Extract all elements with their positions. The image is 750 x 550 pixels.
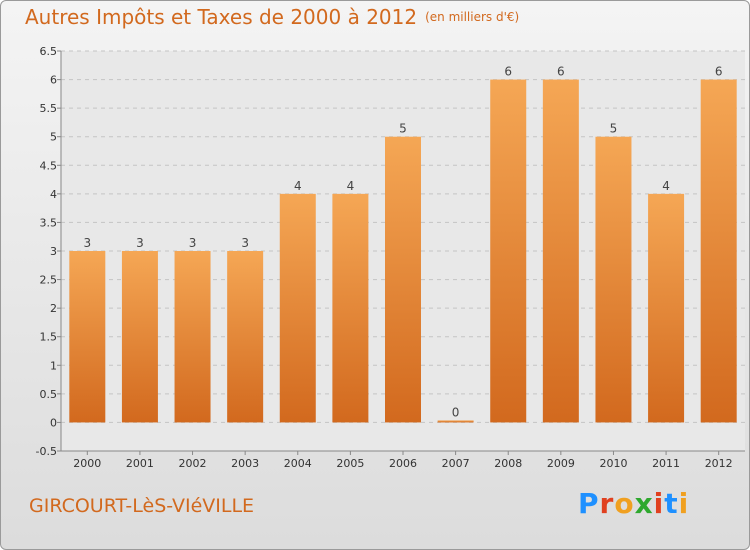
data-label: 4 xyxy=(294,179,302,193)
y-tick-label: 5 xyxy=(50,131,57,144)
commune-name: GIRCOURT-LèS-VIéVILLE xyxy=(29,495,255,517)
data-label: 6 xyxy=(715,65,723,79)
bar xyxy=(490,79,527,423)
y-tick-label: 1.5 xyxy=(40,331,58,344)
brand-letter: P xyxy=(578,487,600,520)
x-tick-label: 2011 xyxy=(652,457,680,470)
data-label: 6 xyxy=(557,65,565,79)
x-tick-label: 2000 xyxy=(73,457,101,470)
bar xyxy=(595,136,632,423)
brand-logo: Proxiti xyxy=(578,487,689,520)
bar xyxy=(227,251,264,423)
y-tick-label: 4.5 xyxy=(40,159,58,172)
brand-letter: t xyxy=(664,487,679,520)
data-label: 3 xyxy=(189,236,197,250)
bar xyxy=(385,136,421,423)
brand-letter: i xyxy=(653,487,665,520)
x-tick-label: 2004 xyxy=(284,457,312,470)
x-tick-label: 2003 xyxy=(231,457,259,470)
y-tick-label: 5.5 xyxy=(40,102,58,115)
y-tick-label: 2.5 xyxy=(40,274,58,287)
x-tick-label: 2010 xyxy=(599,457,627,470)
y-tick-label: 3 xyxy=(50,245,57,258)
x-tick-label: 2005 xyxy=(336,457,364,470)
data-label: 3 xyxy=(136,236,144,250)
bar xyxy=(437,420,474,423)
y-tick-label: 1 xyxy=(50,359,57,372)
x-tick-label: 2007 xyxy=(442,457,470,470)
data-label: 3 xyxy=(83,236,91,250)
brand-letter: i xyxy=(678,487,690,520)
data-label: 4 xyxy=(662,179,670,193)
x-tick-label: 2012 xyxy=(705,457,733,470)
brand-letter: o xyxy=(614,487,635,520)
chart-title: Autres Impôts et Taxes de 2000 à 2012 (en… xyxy=(25,5,519,29)
x-tick-label: 2006 xyxy=(389,457,417,470)
x-tick-label: 2002 xyxy=(179,457,207,470)
unit-label: (en milliers d'€) xyxy=(425,10,520,24)
data-label: 5 xyxy=(399,122,407,136)
y-tick-label: 6.5 xyxy=(40,45,58,58)
y-tick-label: -0.5 xyxy=(36,445,57,458)
data-label: 0 xyxy=(452,405,460,419)
y-tick-label: 2 xyxy=(50,302,57,315)
bar xyxy=(648,193,685,423)
y-tick-label: 6 xyxy=(50,74,57,87)
y-tick-label: 0.5 xyxy=(40,388,58,401)
brand-letter: r xyxy=(599,487,615,520)
bar xyxy=(279,193,316,423)
bar xyxy=(542,79,579,423)
y-tick-label: 0 xyxy=(50,416,57,429)
bar xyxy=(69,251,106,423)
bar xyxy=(700,79,737,423)
brand-letter: x xyxy=(634,487,654,520)
data-label: 6 xyxy=(504,65,512,79)
bar xyxy=(121,251,158,423)
y-tick-label: 3.5 xyxy=(40,216,58,229)
x-tick-label: 2009 xyxy=(547,457,575,470)
x-tick-label: 2001 xyxy=(126,457,154,470)
x-tick-label: 2008 xyxy=(494,457,522,470)
title-text: Autres Impôts et Taxes de 2000 à 2012 xyxy=(25,5,418,29)
data-label: 3 xyxy=(241,236,249,250)
bar xyxy=(174,251,211,423)
data-label: 4 xyxy=(347,179,355,193)
data-label: 5 xyxy=(610,122,618,136)
y-tick-label: 4 xyxy=(50,188,57,201)
bar xyxy=(332,193,369,423)
